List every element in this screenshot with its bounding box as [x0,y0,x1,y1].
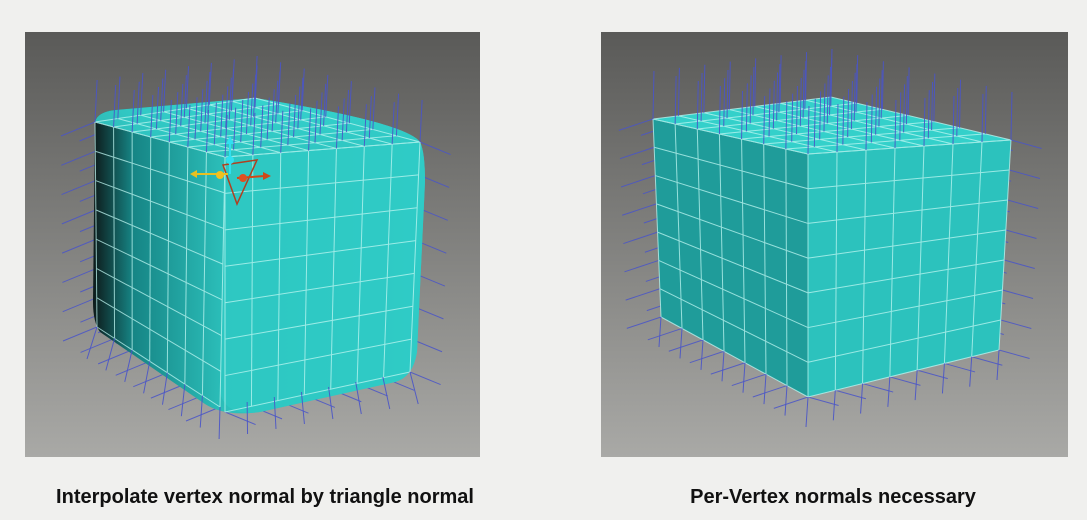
cube-front-face [808,140,1011,397]
left-3d-viewport [25,32,480,457]
left-panel-caption: Interpolate vertex normal by triangle no… [56,486,474,508]
transform-gizmo [190,136,271,206]
smooth-shaded-cube-render [25,32,480,457]
right-3d-viewport [601,32,1068,457]
right-panel-caption: Per-Vertex normals necessary [690,486,976,508]
cube-left-face [653,119,808,397]
flat-shaded-cube-render [601,32,1068,457]
